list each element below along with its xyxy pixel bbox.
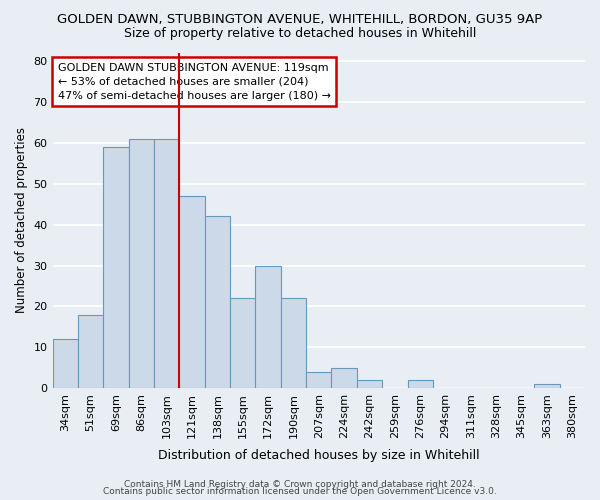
Text: Contains HM Land Registry data © Crown copyright and database right 2024.: Contains HM Land Registry data © Crown c… xyxy=(124,480,476,489)
Bar xyxy=(179,196,205,388)
X-axis label: Distribution of detached houses by size in Whitehill: Distribution of detached houses by size … xyxy=(158,450,479,462)
Bar xyxy=(78,314,103,388)
Bar xyxy=(154,138,179,388)
Bar xyxy=(103,146,128,388)
Bar xyxy=(306,372,331,388)
Text: GOLDEN DAWN, STUBBINGTON AVENUE, WHITEHILL, BORDON, GU35 9AP: GOLDEN DAWN, STUBBINGTON AVENUE, WHITEHI… xyxy=(58,12,542,26)
Bar xyxy=(53,339,78,388)
Bar xyxy=(230,298,256,388)
Bar xyxy=(331,368,357,388)
Bar xyxy=(534,384,560,388)
Bar xyxy=(128,138,154,388)
Text: GOLDEN DAWN STUBBINGTON AVENUE: 119sqm
← 53% of detached houses are smaller (204: GOLDEN DAWN STUBBINGTON AVENUE: 119sqm ←… xyxy=(58,62,331,100)
Bar xyxy=(407,380,433,388)
Text: Size of property relative to detached houses in Whitehill: Size of property relative to detached ho… xyxy=(124,28,476,40)
Text: Contains public sector information licensed under the Open Government Licence v3: Contains public sector information licen… xyxy=(103,488,497,496)
Bar xyxy=(205,216,230,388)
Bar xyxy=(256,266,281,388)
Bar xyxy=(281,298,306,388)
Y-axis label: Number of detached properties: Number of detached properties xyxy=(15,128,28,314)
Bar xyxy=(357,380,382,388)
